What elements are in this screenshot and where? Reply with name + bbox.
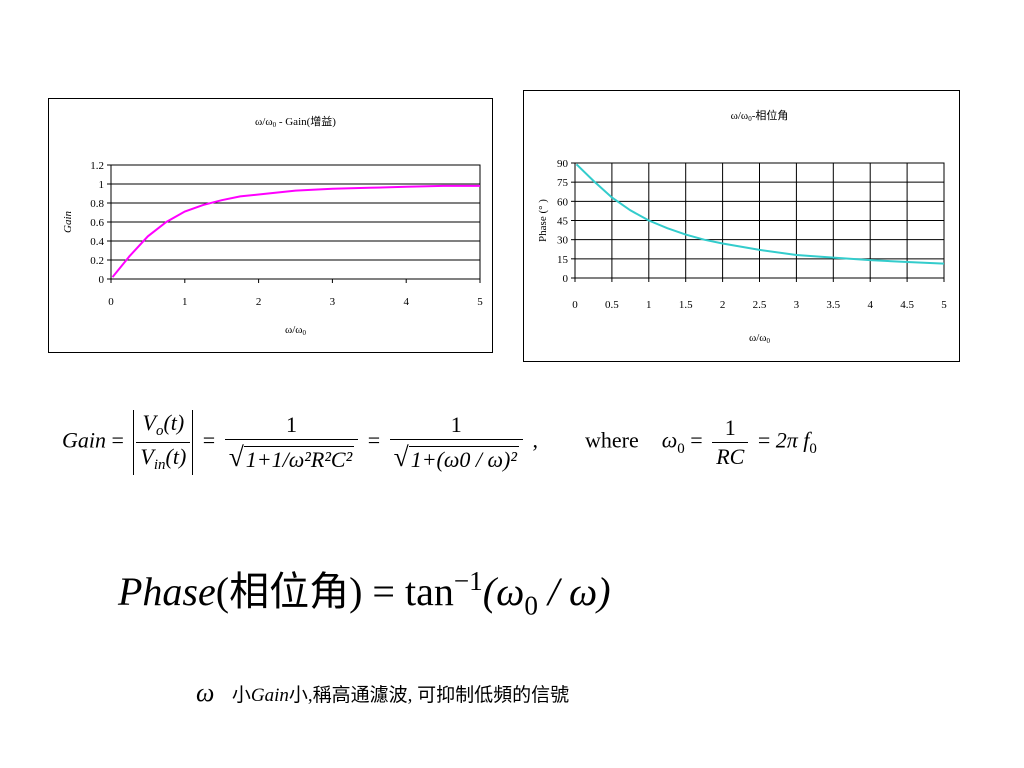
x-tick-label: 4.5	[900, 299, 914, 311]
omega-symbol: ω	[196, 678, 215, 707]
equals-sign: =	[111, 427, 124, 453]
note-text: 小,稱高通濾波, 可抑制低頻的信號	[288, 685, 570, 706]
y-tick-label: 0.6	[90, 217, 104, 229]
x-tick-label: 4	[867, 299, 873, 311]
y-axis-label: Gain	[62, 211, 74, 234]
comma: ,	[532, 427, 538, 453]
x-tick-label: 0.5	[605, 299, 619, 311]
chart-title: ω/ω0 - Gain(增益)	[255, 114, 336, 129]
y-tick-label: 0.4	[90, 236, 104, 248]
x-tick-label: 1	[182, 296, 188, 308]
x-tick-label: 2.5	[753, 299, 767, 311]
gain-chart: ω/ω0 - Gain(增益) 0 0.2 0.4 0.6 0.8 1 1.2 0 1 2 3 4 5 ω/…	[62, 114, 483, 337]
two-pi-f0: 2π f	[775, 427, 810, 453]
y-tick-label: 0	[99, 274, 105, 286]
x-tick-label: 5	[941, 299, 947, 311]
rc-radicand: 1+1/ω²R²C²	[243, 445, 355, 472]
plot-frame	[110, 164, 481, 280]
x-tick-label: 1.5	[679, 299, 693, 311]
series-line	[575, 163, 945, 265]
chart-title: ω/ω0-相位角	[731, 108, 789, 123]
y-tick-label: 1.2	[90, 160, 104, 172]
y-tick-label: 90	[557, 158, 569, 170]
note-text-prefix: 小	[231, 685, 251, 706]
gain-equation: Gain = Vo(t) Vin(t) = 1 √ 1+1/ω²R²C² = 1 …	[62, 410, 817, 476]
x-tick-label: 0	[108, 296, 114, 308]
gain-chart-panel: ω/ω0 - Gain(增益) 0 0.2 0.4 0.6 0.8 1 1.2 0 1 2 3 4 5 ω/…	[48, 98, 493, 353]
y-tick-label: 0.2	[90, 255, 104, 267]
omega0-symbol: ω	[661, 427, 678, 453]
y-tick-label: 0	[563, 273, 569, 285]
equals-sign: =	[202, 427, 216, 453]
equals-sign: =	[757, 427, 771, 453]
x-tick-label: 3	[330, 296, 336, 308]
phase-lhs: Phase	[118, 568, 216, 614]
phase-inverse: −1	[453, 566, 483, 596]
y-tick-label: 15	[557, 254, 569, 266]
y-tick-label: 45	[557, 216, 569, 228]
omega-radicand: 1+(ω0 / ω)²	[408, 445, 519, 472]
phase-arg: (ω	[482, 568, 525, 614]
vo-numerator: Vo(t)	[142, 410, 185, 440]
y-tick-label: 0.8	[90, 198, 104, 210]
x-tick-label: 2	[720, 299, 726, 311]
y-axis-label: Phase (° )	[537, 199, 549, 242]
x-tick-label: 5	[477, 296, 483, 308]
rc-fraction: 1 √ 1+1/ω²R²C²	[224, 414, 359, 472]
x-tick-label: 1	[646, 299, 652, 311]
phase-chart: ω/ω0-相位角 0 15 30 45 60 75 90 0 0.5 1 1.5 2 2.5 3 3.5 4 4.…	[537, 108, 947, 345]
x-tick-label: 3.5	[826, 299, 840, 311]
phase-tan: = tan	[362, 568, 454, 614]
y-tick-label: 75	[557, 177, 569, 189]
equals-sign: =	[367, 427, 381, 453]
series-line	[111, 184, 480, 278]
phase-equation: Phase(相位角) = tan−1(ω0 / ω)	[118, 566, 611, 621]
x-axis-label: ω/ω0	[285, 324, 307, 337]
gain-lhs: Gain	[62, 427, 106, 453]
y-tick-label: 30	[557, 235, 569, 247]
one-over-rc: 1 RC	[712, 417, 749, 468]
x-tick-label: 2	[256, 296, 262, 308]
where-label: where	[584, 427, 639, 453]
y-tick-label: 1	[99, 179, 105, 191]
equals-sign: =	[690, 427, 703, 453]
x-tick-label: 4	[403, 296, 409, 308]
phase-chinese: (相位角)	[215, 568, 363, 614]
omega-fraction: 1 √ 1+(ω0 / ω)²	[389, 414, 523, 472]
x-tick-label: 0	[572, 299, 578, 311]
note-line: ω 小Gain小,稱高通濾波, 可抑制低頻的信號	[196, 680, 569, 706]
vin-denominator: Vin(t)	[136, 442, 191, 475]
x-axis-label: ω/ω0	[749, 332, 771, 345]
phase-chart-panel: ω/ω0-相位角 0 15 30 45 60 75 90 0 0.5 1 1.5 2 2.5 3 3.5 4 4.…	[523, 90, 960, 362]
vo-over-vin-abs: Vo(t) Vin(t)	[133, 410, 194, 476]
x-tick-label: 3	[794, 299, 800, 311]
note-gain: Gain	[250, 685, 289, 706]
y-tick-label: 60	[557, 196, 569, 208]
plot-frame	[574, 162, 945, 279]
